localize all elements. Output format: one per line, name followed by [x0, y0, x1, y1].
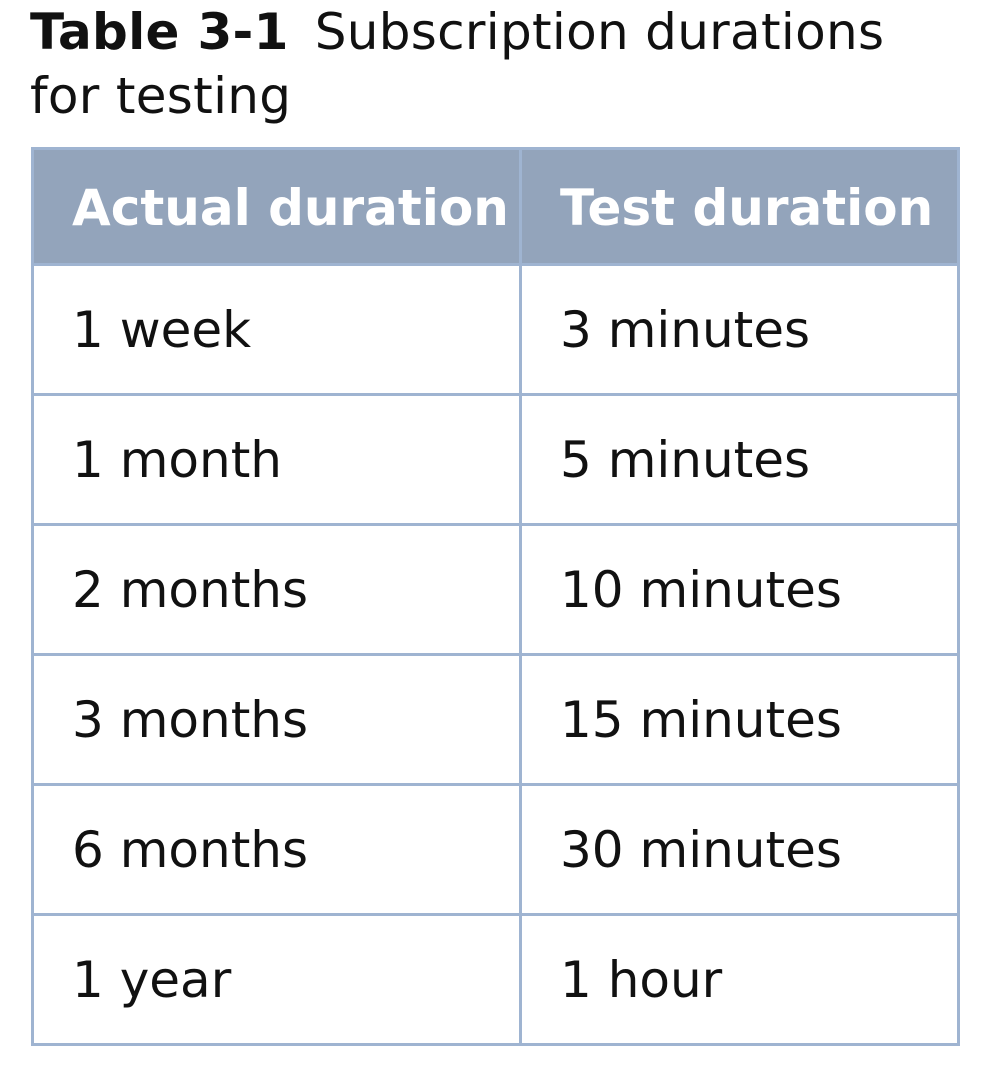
actual-duration-cell: 6 months [31, 783, 522, 916]
test-duration-cell: 1 hour [519, 913, 960, 1046]
actual-duration-cell: 2 months [31, 523, 522, 656]
test-duration-cell: 3 minutes [519, 263, 960, 396]
test-duration-cell: 5 minutes [519, 393, 960, 526]
test-duration-cell: 30 minutes [519, 783, 960, 916]
table-row: 1 year 1 hour [31, 913, 960, 1046]
table-caption: Table 3-1 Subscription durations for test… [30, 0, 960, 128]
durations-table: Actual duration Test duration 1 week 3 m… [31, 147, 960, 1046]
table-row: 2 months 10 minutes [31, 523, 960, 656]
header-test-duration: Test duration [519, 147, 960, 266]
table-row: 1 week 3 minutes [31, 263, 960, 396]
table-row: 1 month 5 minutes [31, 393, 960, 526]
table-row: 6 months 30 minutes [31, 783, 960, 916]
table-number: Table 3-1 [30, 3, 289, 61]
table-title: Subscription durations for testing [30, 3, 885, 125]
actual-duration-cell: 1 month [31, 393, 522, 526]
actual-duration-cell: 1 year [31, 913, 522, 1046]
actual-duration-cell: 1 week [31, 263, 522, 396]
test-duration-cell: 15 minutes [519, 653, 960, 786]
durations-table-container: Actual duration Test duration 1 week 3 m… [31, 147, 960, 1046]
header-actual-duration: Actual duration [31, 147, 522, 266]
test-duration-cell: 10 minutes [519, 523, 960, 656]
table-row: 3 months 15 minutes [31, 653, 960, 786]
table-header-row: Actual duration Test duration [31, 147, 960, 266]
actual-duration-cell: 3 months [31, 653, 522, 786]
